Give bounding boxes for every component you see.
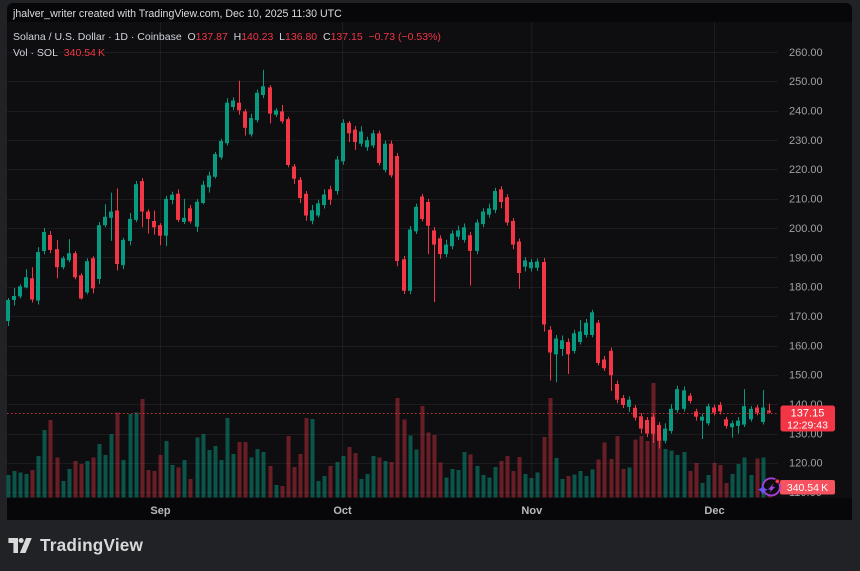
svg-text:Oct: Oct bbox=[333, 505, 352, 517]
svg-text:Nov: Nov bbox=[521, 505, 543, 517]
svg-text:220.00: 220.00 bbox=[789, 164, 823, 176]
svg-text:137.15: 137.15 bbox=[791, 408, 825, 420]
svg-text:12:29:43: 12:29:43 bbox=[787, 420, 828, 432]
svg-text:230.00: 230.00 bbox=[789, 135, 823, 147]
svg-text:210.00: 210.00 bbox=[789, 194, 823, 206]
svg-text:260.00: 260.00 bbox=[789, 47, 823, 59]
svg-text:Sep: Sep bbox=[150, 505, 170, 517]
svg-text:340.54 K: 340.54 K bbox=[787, 482, 828, 494]
svg-text:120.00: 120.00 bbox=[789, 458, 823, 470]
svg-text:250.00: 250.00 bbox=[789, 76, 823, 88]
svg-text:150.00: 150.00 bbox=[789, 370, 823, 382]
svg-text:200.00: 200.00 bbox=[789, 223, 823, 235]
svg-text:160.00: 160.00 bbox=[789, 340, 823, 352]
svg-text:170.00: 170.00 bbox=[789, 311, 823, 323]
svg-text:180.00: 180.00 bbox=[789, 282, 823, 294]
svg-text:190.00: 190.00 bbox=[789, 252, 823, 264]
svg-text:Dec: Dec bbox=[704, 505, 724, 517]
svg-text:240.00: 240.00 bbox=[789, 106, 823, 118]
